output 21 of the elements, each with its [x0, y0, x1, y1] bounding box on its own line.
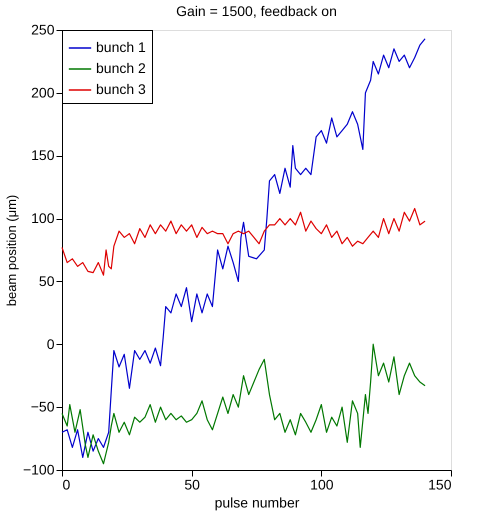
x-tick-label: 0: [62, 476, 70, 492]
y-axis-title: beam position (μm): [4, 194, 19, 306]
y-tick-label: 200: [31, 84, 55, 100]
y-tick-label: 150: [31, 147, 55, 164]
y-tick-label: −100: [22, 462, 55, 478]
y-tick-label: −50: [30, 398, 55, 415]
line-series: [61, 208, 426, 276]
chart-title: Gain = 1500, feedback on: [176, 3, 337, 19]
line-series: [61, 344, 426, 464]
x-tick-label: 50: [184, 476, 200, 492]
legend-label: bunch 2: [96, 60, 146, 76]
x-tick-label: 150: [428, 476, 452, 492]
y-tick-label: 0: [46, 336, 55, 352]
legend-label: bunch 1: [96, 39, 146, 55]
x-tick-label: 100: [310, 476, 334, 492]
y-tick-label: 250: [31, 22, 55, 38]
line-series: [61, 38, 426, 458]
x-axis-title: pulse number: [214, 494, 300, 510]
y-tick-label: 100: [31, 210, 55, 226]
y-tick-label: 50: [38, 272, 55, 289]
legend-label: bunch 3: [96, 81, 146, 97]
